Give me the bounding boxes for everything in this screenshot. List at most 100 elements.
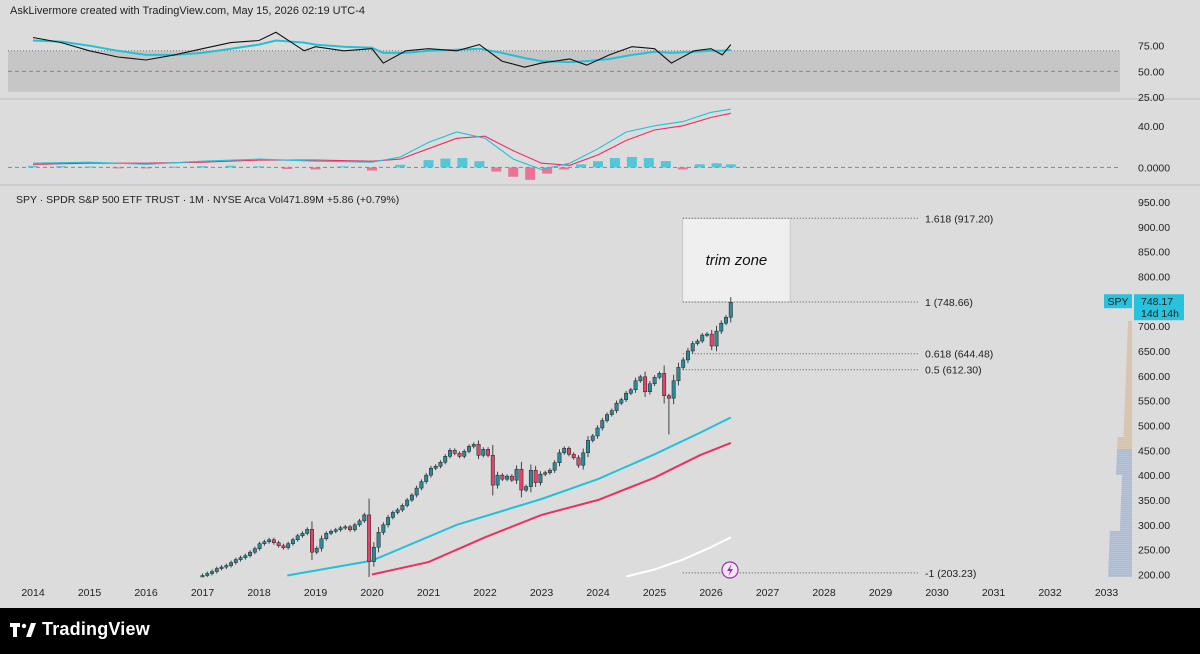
volume-profile-bar	[1121, 489, 1132, 491]
volume-profile-bar	[1108, 569, 1132, 571]
candle-body	[443, 456, 448, 463]
macd-histogram-bar	[508, 167, 519, 177]
candle-body	[481, 449, 486, 456]
year-tick-label: 2017	[191, 587, 215, 599]
volume-profile-bar	[1117, 439, 1132, 441]
candle-body	[376, 532, 381, 548]
candle-body	[590, 435, 595, 441]
year-tick-label: 2031	[982, 587, 1006, 599]
price-tick-label: 900.00	[1138, 222, 1170, 234]
price-tick-label: 250.00	[1138, 545, 1170, 557]
volume-profile-bar	[1121, 477, 1132, 479]
volume-profile-bar	[1125, 375, 1132, 377]
price-tick-label: 600.00	[1138, 371, 1170, 383]
candle-body	[290, 539, 295, 544]
volume-profile-bar	[1126, 355, 1132, 357]
price-tick-label: 300.00	[1138, 520, 1170, 532]
volume-profile-bar	[1125, 387, 1132, 389]
price-tick-label: 350.00	[1138, 495, 1170, 507]
rsi-tick-label: 50.00	[1138, 66, 1164, 78]
volume-profile-bar	[1120, 519, 1132, 521]
price-tag-bg	[1134, 294, 1184, 321]
macd-histogram-bar	[525, 167, 536, 180]
candle-body	[238, 557, 243, 560]
year-tick-label: 2018	[247, 587, 271, 599]
volume-profile-bar	[1108, 573, 1132, 575]
candle-body	[676, 367, 681, 382]
volume-profile-bar	[1121, 485, 1132, 487]
rsi-tick-label: 25.00	[1138, 92, 1164, 104]
candle-body	[233, 559, 238, 563]
candle-body	[424, 474, 429, 482]
candle-body	[214, 568, 219, 572]
candle-body	[647, 383, 652, 392]
candle-body	[219, 566, 224, 569]
candle-body	[243, 555, 248, 558]
volume-profile-bar	[1126, 353, 1132, 355]
volume-profile-bar	[1127, 339, 1132, 341]
volume-profile-bar	[1121, 495, 1132, 497]
macd-histogram-bar	[338, 166, 349, 168]
macd-histogram-bar	[367, 167, 377, 171]
volume-profile-bar	[1124, 415, 1132, 417]
volume-profile-bar	[1125, 383, 1132, 385]
volume-profile-bar	[1116, 457, 1132, 459]
candle-body	[652, 377, 657, 385]
volume-profile-bar	[1120, 515, 1132, 517]
candle-body	[619, 399, 624, 404]
chart-canvas[interactable]: 75.00 50.00 25.00 40.00 0.0000 950.00 900.00 85…	[0, 0, 1200, 608]
volume-profile-bar	[1116, 449, 1132, 451]
volume-profile-bar	[1124, 405, 1132, 407]
candle-body	[567, 448, 571, 455]
rsi-signal-line	[32, 39, 731, 64]
candle-body	[519, 468, 524, 491]
macd-histogram-bar	[225, 165, 236, 168]
candle-body	[357, 520, 362, 526]
volume-profile-bar	[1116, 471, 1132, 473]
volume-profile-bar	[1125, 393, 1132, 395]
volume-profile-bar	[1127, 341, 1132, 343]
candle-body	[428, 467, 433, 476]
macd-histogram-bar	[169, 166, 180, 168]
candle-body	[695, 340, 700, 344]
candle-body	[267, 539, 272, 542]
volume-profile-bar	[1126, 359, 1132, 361]
year-tick-label: 2024	[586, 587, 610, 599]
volume-profile-bar	[1126, 347, 1132, 349]
volume-profile-bar	[1109, 533, 1132, 535]
volume-profile-bar	[1125, 381, 1132, 383]
candle-body	[252, 548, 257, 553]
volume-profile-bar	[1116, 451, 1132, 453]
candle-body	[319, 538, 324, 549]
volume-profile-bar	[1124, 419, 1132, 421]
tradingview-logo[interactable]: TradingView	[10, 619, 150, 640]
candle-body	[333, 529, 338, 532]
volume-profile-bar	[1127, 345, 1132, 347]
candle-body	[405, 499, 410, 506]
price-tick-label: 400.00	[1138, 470, 1170, 482]
candle-body	[467, 446, 471, 452]
volume-profile-bar	[1108, 559, 1132, 561]
volume-profile-bar	[1127, 343, 1132, 345]
header-credit: AskLivermore created with TradingView.co…	[10, 5, 366, 17]
volume-profile-bar	[1123, 427, 1132, 429]
year-tick-label: 2023	[530, 587, 554, 599]
volume-profile-bar	[1121, 483, 1132, 485]
year-tick-label: 2020	[360, 587, 384, 599]
volume-profile-bar	[1108, 571, 1132, 573]
volume-profile-bar	[1127, 323, 1132, 325]
volume-profile-bar	[1108, 567, 1132, 569]
volume-profile-bar	[1124, 401, 1132, 403]
candle-body	[362, 514, 367, 522]
trim-zone-box	[682, 217, 791, 303]
year-tick-label: 2028	[812, 587, 836, 599]
candle-body	[476, 444, 481, 456]
macd-histogram-bar	[440, 158, 451, 168]
candle-body	[728, 302, 733, 318]
price-tag-symbol-bg	[1104, 294, 1132, 309]
candle-body	[671, 380, 676, 399]
candle-body	[500, 474, 505, 480]
price-tick-label: 700.00	[1138, 321, 1170, 333]
candle-body	[271, 539, 276, 543]
year-tick-label: 2027	[756, 587, 780, 599]
